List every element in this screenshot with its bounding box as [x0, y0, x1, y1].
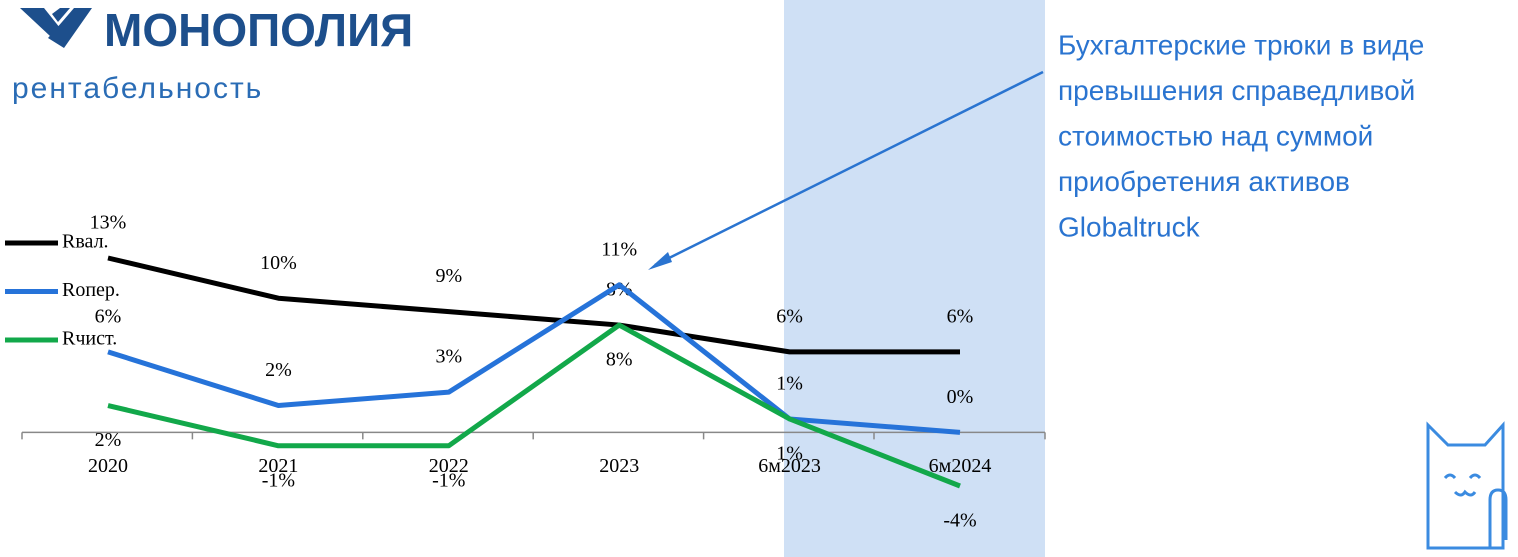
data-label: 11%: [601, 238, 637, 260]
data-label: 6%: [95, 305, 122, 327]
x-tick-label: 6м2024: [929, 455, 992, 477]
slide-title: рентабельность: [12, 72, 263, 105]
data-label: 8%: [606, 279, 633, 301]
legend-label: Rвал.: [62, 231, 109, 253]
x-tick-label: 2023: [599, 455, 639, 477]
data-label: 10%: [260, 252, 297, 274]
annotation-line: Бухгалтерские трюки в виде: [1058, 29, 1424, 60]
data-label: 1%: [776, 373, 803, 395]
data-label: 8%: [606, 349, 633, 371]
logo-text: МОНОПОЛИЯ: [104, 4, 413, 56]
highlight-band: [784, 0, 1045, 557]
data-label: 9%: [435, 265, 462, 287]
series-line: [107, 322, 961, 489]
arrow-head: [648, 252, 672, 270]
series-line: [107, 282, 961, 435]
data-label: 6%: [776, 305, 803, 327]
data-label: 2%: [95, 429, 122, 451]
legend-label: Rчист.: [62, 328, 117, 350]
data-label: 2%: [265, 359, 292, 381]
data-label: -1%: [262, 469, 295, 491]
data-label: 3%: [435, 346, 462, 368]
annotation-line: приобретения активов: [1058, 166, 1350, 197]
data-label: -1%: [432, 469, 465, 491]
x-tick-label: 2022: [429, 455, 469, 477]
annotation-line: превышения справедливой: [1058, 75, 1415, 106]
annotation-arrow: [654, 70, 1044, 267]
data-label: 13%: [90, 212, 127, 234]
x-tick-label: 2020: [88, 455, 128, 477]
series-line: [107, 255, 960, 355]
legend-label: Rопер.: [62, 279, 120, 301]
annotation-line: стоимостью над суммой: [1058, 120, 1373, 151]
cat-icon: [1426, 421, 1508, 550]
x-tick-label: 2021: [258, 455, 298, 477]
data-label: 0%: [947, 386, 974, 408]
x-tick-label: 6м2023: [758, 455, 821, 477]
data-label: 1%: [776, 443, 803, 465]
annotation-line: Globaltruck: [1058, 211, 1201, 242]
data-label: 6%: [947, 305, 974, 327]
logo-mark: [20, 8, 92, 48]
data-label: -4%: [943, 510, 976, 532]
